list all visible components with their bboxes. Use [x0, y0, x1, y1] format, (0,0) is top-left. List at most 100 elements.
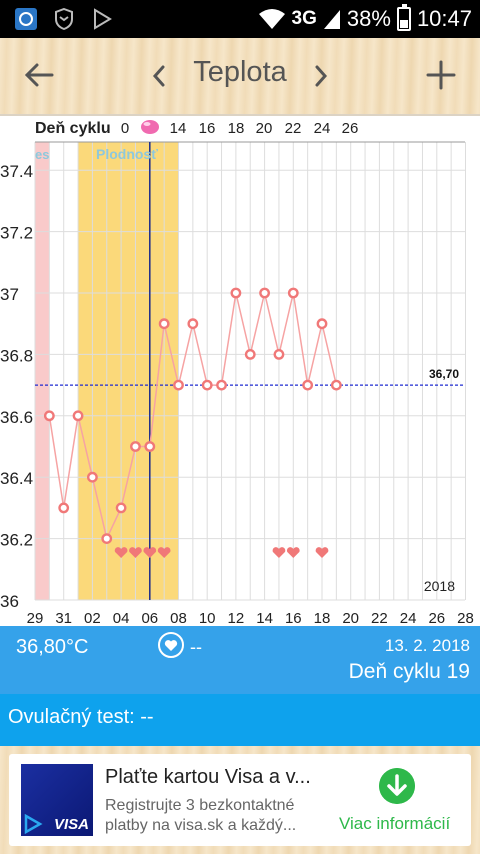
temperature-point[interactable]: [43, 410, 55, 422]
x-tick-label: 06: [141, 610, 158, 626]
fertile-label: Plodnosť: [96, 146, 158, 162]
heart-marker: [315, 547, 329, 558]
period-drop-icon: [141, 120, 159, 134]
ovulation-test-row[interactable]: Ovulačný test: --: [0, 694, 480, 746]
x-tick-label: 02: [84, 610, 101, 626]
heart-marker: [272, 547, 286, 558]
clock: 10:47: [416, 6, 472, 31]
x-tick-label: 24: [400, 610, 417, 626]
top-tick-label: 14: [170, 120, 187, 137]
chevron-right-icon[interactable]: [310, 62, 332, 90]
x-tick-label: 29: [27, 610, 44, 626]
top-tick-label: 20: [256, 120, 273, 137]
y-tick-label: 36: [0, 592, 19, 611]
top-tick-label: 18: [228, 120, 245, 137]
status-bar: 3G 38% 10:47: [0, 0, 480, 38]
ad-banner: VISA Plaťte kartou Visa a v... Registruj…: [0, 746, 480, 854]
wifi-icon: [258, 9, 285, 29]
temperature-point[interactable]: [187, 318, 199, 330]
ovulation-test-label: Ovulačný test: --: [8, 706, 154, 728]
play-store-icon: [90, 7, 114, 31]
top-axis-label: Deň cyklu: [35, 120, 111, 137]
y-tick-label: 37.2: [0, 224, 33, 243]
heart-marker: [286, 547, 300, 558]
temperature-point[interactable]: [130, 441, 141, 452]
signal-icon: [323, 10, 340, 29]
temperature-point[interactable]: [115, 502, 127, 514]
page-title: Teplota: [193, 56, 287, 88]
ad-logo: VISA: [53, 816, 89, 833]
x-tick-label: 04: [113, 610, 130, 626]
temperature-point[interactable]: [87, 471, 98, 483]
temperature-point[interactable]: [273, 348, 285, 360]
x-tick-label: 20: [342, 610, 359, 626]
top-tick-label: 0: [121, 120, 129, 137]
date-label: 13. 2. 2018: [384, 636, 470, 655]
x-tick-label: 16: [285, 610, 302, 626]
temperature-point[interactable]: [216, 379, 227, 391]
intercourse-value: --: [190, 637, 202, 657]
temperature-point[interactable]: [330, 379, 342, 391]
x-tick-label: 12: [228, 610, 245, 626]
temperature-point[interactable]: [316, 318, 328, 330]
period-band: [35, 142, 50, 600]
y-tick-label: 36.2: [0, 531, 33, 550]
heart-marker: [143, 547, 157, 558]
top-tick-label: 16: [199, 120, 216, 137]
battery-percent: 38%: [346, 6, 391, 31]
ad-description: Registrujte 3 bezkontaktné platby na vis…: [105, 797, 297, 834]
heart-marker: [129, 547, 142, 558]
heart-marker: [114, 547, 128, 558]
cycle-day-label: Deň cyklu 19: [348, 660, 470, 683]
ad-cta-link[interactable]: Viac informácií: [339, 814, 451, 833]
temperature-chart[interactable]: 37.4 37.2 37 36.8 36.6 36.4 36.2 36 29 31 02 04 06 08…: [0, 114, 480, 626]
ad-image[interactable]: VISA: [21, 764, 93, 836]
x-tick-label: 26: [428, 610, 445, 626]
download-icon[interactable]: [379, 768, 415, 804]
period-label: es: [35, 147, 49, 162]
ad-card[interactable]: VISA Plaťte kartou Visa a v... Registruj…: [9, 754, 471, 846]
x-tick-label: 10: [199, 610, 216, 626]
ad-title[interactable]: Plaťte kartou Visa a v...: [105, 766, 311, 788]
temperature-point[interactable]: [287, 287, 299, 299]
y-tick-label: 36.6: [0, 408, 33, 427]
heart-marker: [157, 547, 171, 558]
x-tick-label: 22: [371, 610, 388, 626]
back-arrow-icon[interactable]: [22, 58, 56, 92]
temperature-point[interactable]: [173, 379, 184, 391]
temperature-point[interactable]: [230, 287, 242, 299]
year-label: 2018: [424, 578, 455, 594]
x-tick-label: 28: [457, 610, 474, 626]
fertile-band: [78, 142, 179, 600]
add-icon[interactable]: [424, 58, 458, 92]
temperature-point[interactable]: [158, 318, 170, 330]
app-notification-icon: [14, 7, 38, 31]
x-tick-label: 08: [170, 610, 187, 626]
battery-icon: [396, 4, 411, 31]
period-drop-shine: [143, 122, 151, 126]
temperature-point[interactable]: [72, 410, 84, 422]
day-info-bar[interactable]: 36,80°C -- 13. 2. 2018 Deň cyklu 19: [0, 626, 480, 694]
temperature-value: 36,80°C: [16, 636, 89, 658]
ad-play-icon: [24, 814, 43, 834]
temperature-point[interactable]: [302, 379, 314, 391]
x-tick-label: 18: [314, 610, 331, 626]
chevron-left-icon[interactable]: [148, 62, 170, 90]
temperature-point[interactable]: [101, 533, 113, 544]
x-tick-label: 14: [256, 610, 273, 626]
temperature-point[interactable]: [201, 379, 213, 391]
shield-icon: [52, 7, 76, 31]
top-tick-label: 24: [314, 120, 331, 137]
y-tick-label: 37.4: [0, 162, 33, 181]
top-tick-label: 22: [285, 120, 302, 137]
heart-icon[interactable]: [158, 632, 184, 658]
temperature-point[interactable]: [144, 441, 156, 452]
y-tick-label: 37: [0, 285, 19, 304]
temperature-point[interactable]: [244, 348, 256, 360]
network-type: 3G: [291, 8, 317, 29]
x-tick-label: 31: [55, 610, 72, 626]
app-bar: Teplota: [0, 38, 480, 114]
y-tick-label: 36.4: [0, 469, 33, 488]
temperature-point[interactable]: [259, 287, 270, 299]
temperature-point[interactable]: [58, 502, 70, 514]
